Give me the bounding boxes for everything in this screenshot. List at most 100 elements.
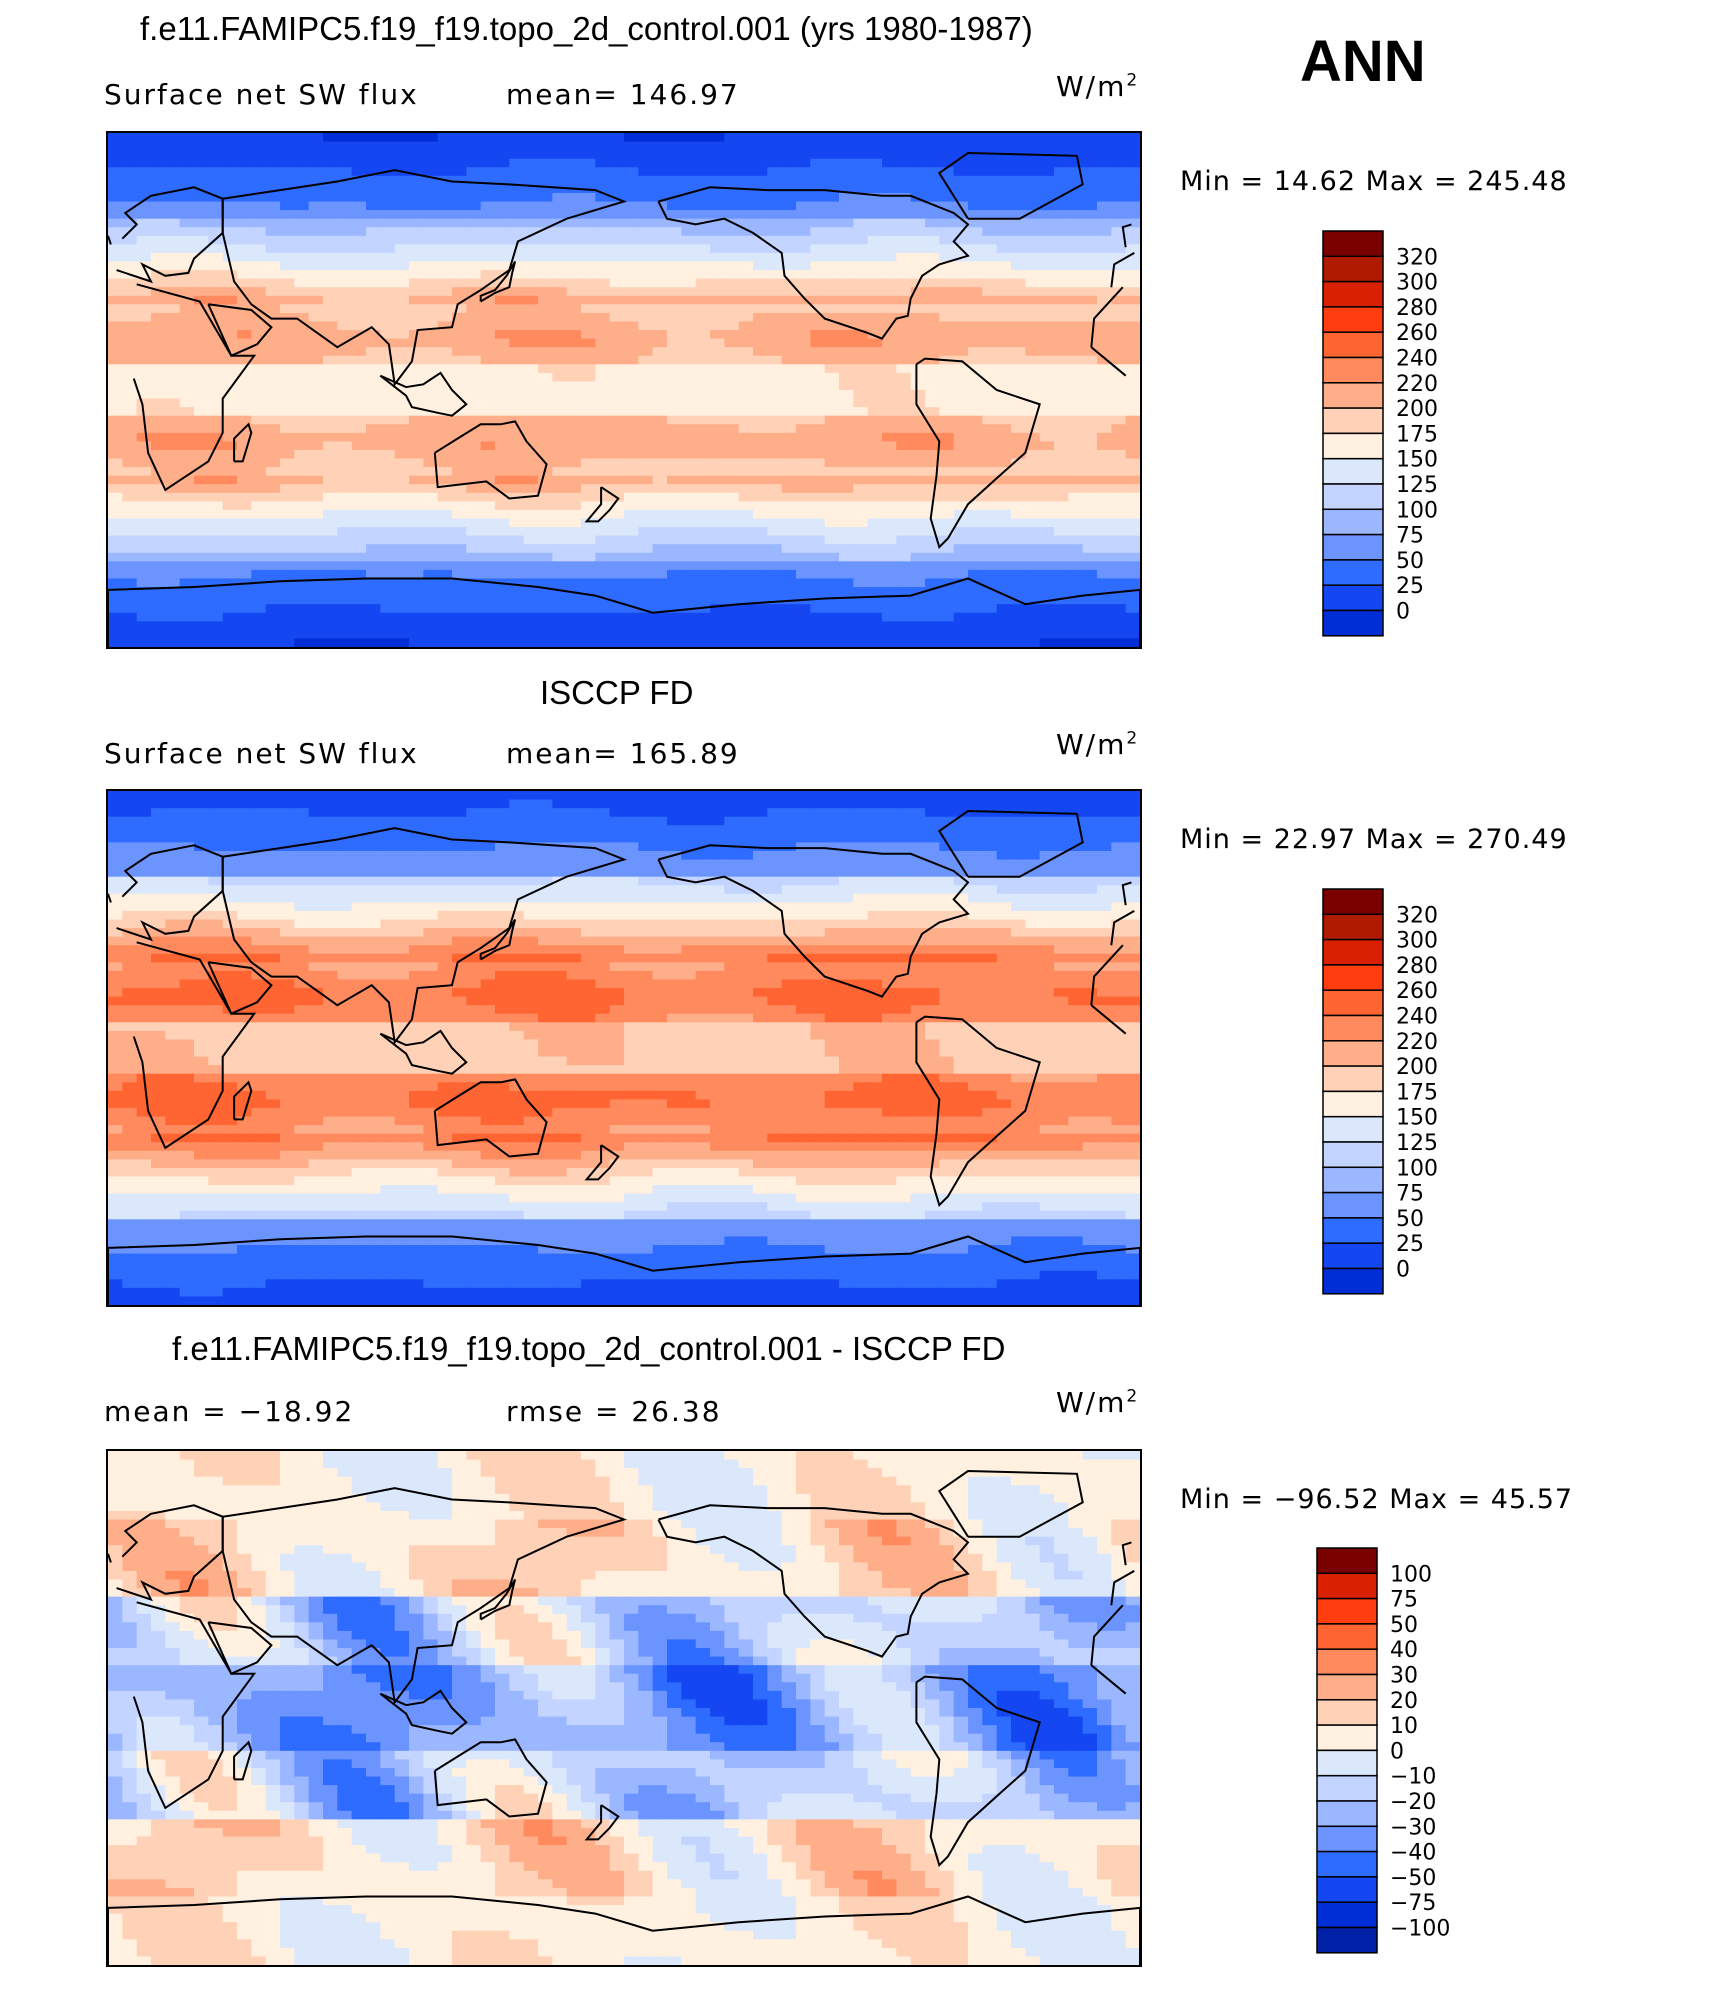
panel-1-units: W/m2 [1056,70,1140,103]
colorbar-tick-label: 20 [1390,1689,1418,1714]
colorbar-tick-label: 25 [1396,1232,1424,1257]
colorbar-tick-label: 175 [1396,422,1438,447]
colorbar-tick-label: 175 [1396,1080,1438,1105]
colorbar-swatch [1316,1901,1378,1929]
panel-3-units: W/m2 [1056,1386,1140,1419]
colorbar-tick-label: 320 [1396,903,1438,928]
coastline-indonesia [379,1029,468,1075]
colorbar-swatch [1322,230,1384,258]
coastline-madagascar [233,422,253,463]
field-contours [108,1451,1140,1965]
coastline-japan [479,918,517,961]
panel-3-min-max: Min = −96.52 Max = 45.57 [1180,1484,1574,1515]
coastline-africa [132,1601,257,1810]
panel-2-title: ISCCP FD [540,674,694,711]
coastline-uk [1121,881,1132,906]
panel-1-min-max: Min = 14.62 Max = 245.48 [1180,166,1568,197]
coastlines [108,809,1140,1305]
panel-3-title: f.e11.FAMIPC5.f19_f19.topo_2d_control.00… [172,1330,1006,1367]
colorbar-swatch [1316,1876,1378,1903]
panel-2-units: W/m2 [1056,728,1140,761]
coastline-europe [1110,252,1135,288]
panel-1-map [106,131,1142,649]
colorbar-tick-label: −20 [1390,1790,1436,1815]
colorbar-swatch [1322,1191,1384,1219]
field-contours [108,133,1140,647]
colorbar-swatch [1322,964,1384,991]
colorbar-tick-label: 220 [1396,1030,1438,1055]
panel-3-map [106,1449,1142,1967]
colorbar-tick-label: 75 [1390,1588,1418,1613]
colorbar-swatch [1322,1242,1384,1270]
colorbar-swatch [1322,1166,1384,1194]
colorbar-tick-label: 0 [1390,1739,1404,1764]
colorbar-swatch [1322,255,1384,283]
coastline-namerica [657,186,970,340]
coastline-asia [221,827,628,1045]
colorbar-swatch [1322,938,1384,966]
colorbar-tick-label: 280 [1396,954,1438,979]
colorbar-swatch [1316,1699,1378,1726]
coastline-africa [1090,286,1124,348]
colorbar-swatch [1322,382,1384,409]
colorbar-swatch [1322,584,1384,612]
coastline-australia [433,1738,548,1818]
colorbar-tick-label: 280 [1396,296,1438,321]
colorbar-tick-label: 260 [1396,979,1438,1004]
coastline-antarctica [108,577,1140,647]
colorbar-tick-label: 240 [1396,1005,1438,1030]
coastlines [108,151,1140,647]
colorbar-tick-label: 260 [1396,321,1438,346]
colorbar-swatch [1316,1623,1378,1650]
colorbar-tick-label: 200 [1396,1055,1438,1080]
colorbar-swatch [1322,432,1384,460]
season-label: ANN [1300,29,1426,94]
colorbar-swatch [1322,533,1384,561]
colorbar-swatch [1316,1673,1378,1701]
colorbar-swatch [1316,1800,1378,1828]
coastline-japan [479,1578,517,1621]
colorbar-tick-label: 100 [1390,1562,1432,1587]
colorbar-swatch [1322,457,1384,485]
coastline-madagascar [233,1080,253,1121]
colorbar-tick-label: 50 [1396,1207,1424,1232]
colorbar-swatch [1322,1014,1384,1042]
panel-1-title: f.e11.FAMIPC5.f19_f19.topo_2d_control.00… [140,10,1033,47]
coastline-arabia [207,961,273,1016]
colorbar-tick-label: 200 [1396,397,1438,422]
colorbar-tick-label: 125 [1396,473,1438,498]
colorbar-swatch [1322,306,1384,333]
colorbar-swatch [1322,1115,1384,1143]
panel-1-variable-label: Surface net SW flux [104,78,419,111]
colorbar-swatch [1316,1547,1378,1575]
coastline-newzealand [584,1804,620,1841]
coastline-antarctica [108,1235,1140,1305]
colorbar-tick-label: 220 [1396,372,1438,397]
panel-3-colorbar: 100 75 50 40 30 20 10 0 −10 −20 −30 −40 −50 −75 −100 [1316,1547,1476,1961]
coastline-arabia [207,303,273,358]
coastline-uk [108,893,112,903]
coastline-africa [132,941,257,1150]
colorbar-swatch [1316,1749,1378,1777]
coastline-antarctica [108,1895,1140,1965]
colorbar-tick-label: 300 [1396,929,1438,954]
coastline-indonesia [379,371,468,417]
colorbar-swatch [1322,1040,1384,1067]
coastline-indonesia [379,1689,468,1735]
coastline-uk [108,235,112,245]
colorbar-swatch [1322,331,1384,359]
colorbar-swatch [1322,280,1384,308]
coastline-namerica [657,1504,970,1658]
colorbar-tick-label: −100 [1390,1917,1450,1942]
colorbar-swatch [1316,1825,1378,1853]
colorbar-swatch [1322,913,1384,941]
colorbar-tick-label: 40 [1390,1638,1418,1663]
colorbar-tick-label: 0 [1396,600,1410,625]
coastline-uk [1121,1541,1132,1566]
colorbar-tick-label: 30 [1390,1664,1418,1689]
coastline-greenland [937,809,1084,878]
colorbar-tick-label: 0 [1396,1258,1410,1283]
colorbar-tick-label: 240 [1396,347,1438,372]
coastline-uk [1121,223,1132,248]
coastline-namerica [657,844,970,998]
